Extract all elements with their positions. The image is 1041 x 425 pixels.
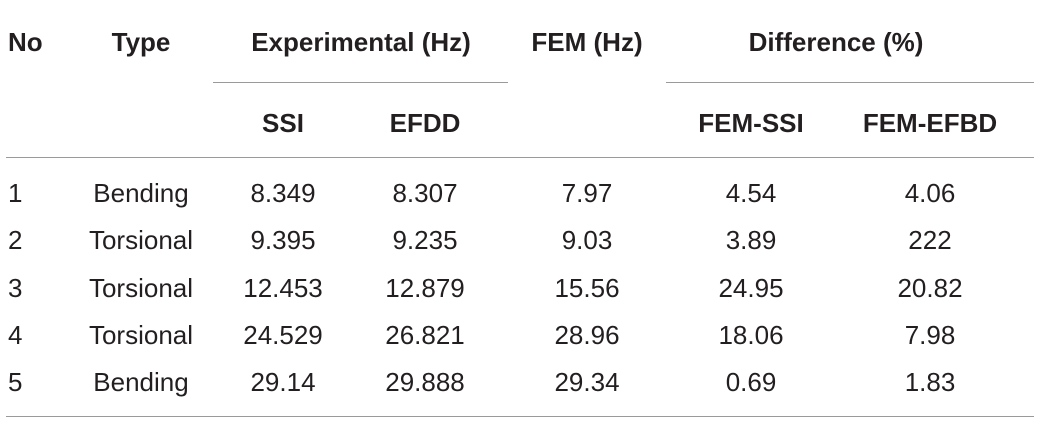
row-2-fem: 9.03 <box>561 225 613 255</box>
row-1-type: Bending <box>93 178 189 208</box>
row-1-fem: 7.97 <box>561 178 613 208</box>
row-3-fem: 15.56 <box>554 273 620 303</box>
header-fem: FEM (Hz) <box>531 27 643 57</box>
row-5-type: Bending <box>93 367 189 397</box>
row-2-no: 2 <box>8 225 23 255</box>
row-4-no: 4 <box>8 320 23 350</box>
row-5-no: 5 <box>8 367 23 397</box>
row-3-type: Torsional <box>88 273 194 303</box>
row-4-ssi: 24.529 <box>243 320 323 350</box>
row-1-no: 1 <box>8 178 23 208</box>
header-bottom-rule <box>6 157 1034 158</box>
row-4-fem-efbd: 7.98 <box>904 320 956 350</box>
row-3-no: 3 <box>8 273 23 303</box>
row-3-efdd: 12.879 <box>385 273 465 303</box>
experimental-group-rule <box>213 82 508 83</box>
row-5-ssi: 29.14 <box>250 367 316 397</box>
header-fem-efbd: FEM-EFBD <box>862 108 998 138</box>
row-5-fem: 29.34 <box>554 367 620 397</box>
row-1-fem-ssi: 4.54 <box>725 178 777 208</box>
header-type: Type <box>111 27 171 57</box>
row-5-fem-efbd: 1.83 <box>904 367 956 397</box>
row-1-efdd: 8.307 <box>392 178 458 208</box>
row-4-fem-ssi: 18.06 <box>718 320 784 350</box>
row-1-ssi: 8.349 <box>250 178 316 208</box>
row-3-ssi: 12.453 <box>243 273 323 303</box>
header-experimental: Experimental (Hz) <box>251 27 471 57</box>
header-fem-ssi: FEM-SSI <box>698 108 804 138</box>
row-4-efdd: 26.821 <box>385 320 465 350</box>
header-difference: Difference (%) <box>748 27 924 57</box>
row-3-fem-efbd: 20.82 <box>897 273 963 303</box>
difference-group-rule <box>666 82 1034 83</box>
header-ssi: SSI <box>262 108 304 138</box>
header-no: No <box>8 27 43 57</box>
row-2-type: Torsional <box>88 225 194 255</box>
row-3-fem-ssi: 24.95 <box>718 273 784 303</box>
row-2-fem-ssi: 3.89 <box>725 225 777 255</box>
header-efdd: EFDD <box>389 108 461 138</box>
table-bottom-rule <box>6 416 1034 417</box>
row-1-fem-efbd: 4.06 <box>904 178 956 208</box>
row-5-efdd: 29.888 <box>385 367 465 397</box>
row-4-fem: 28.96 <box>554 320 620 350</box>
row-2-efdd: 9.235 <box>392 225 458 255</box>
row-5-fem-ssi: 0.69 <box>725 367 777 397</box>
row-4-type: Torsional <box>88 320 194 350</box>
row-2-ssi: 9.395 <box>250 225 316 255</box>
row-2-fem-efbd: 222 <box>908 225 952 255</box>
